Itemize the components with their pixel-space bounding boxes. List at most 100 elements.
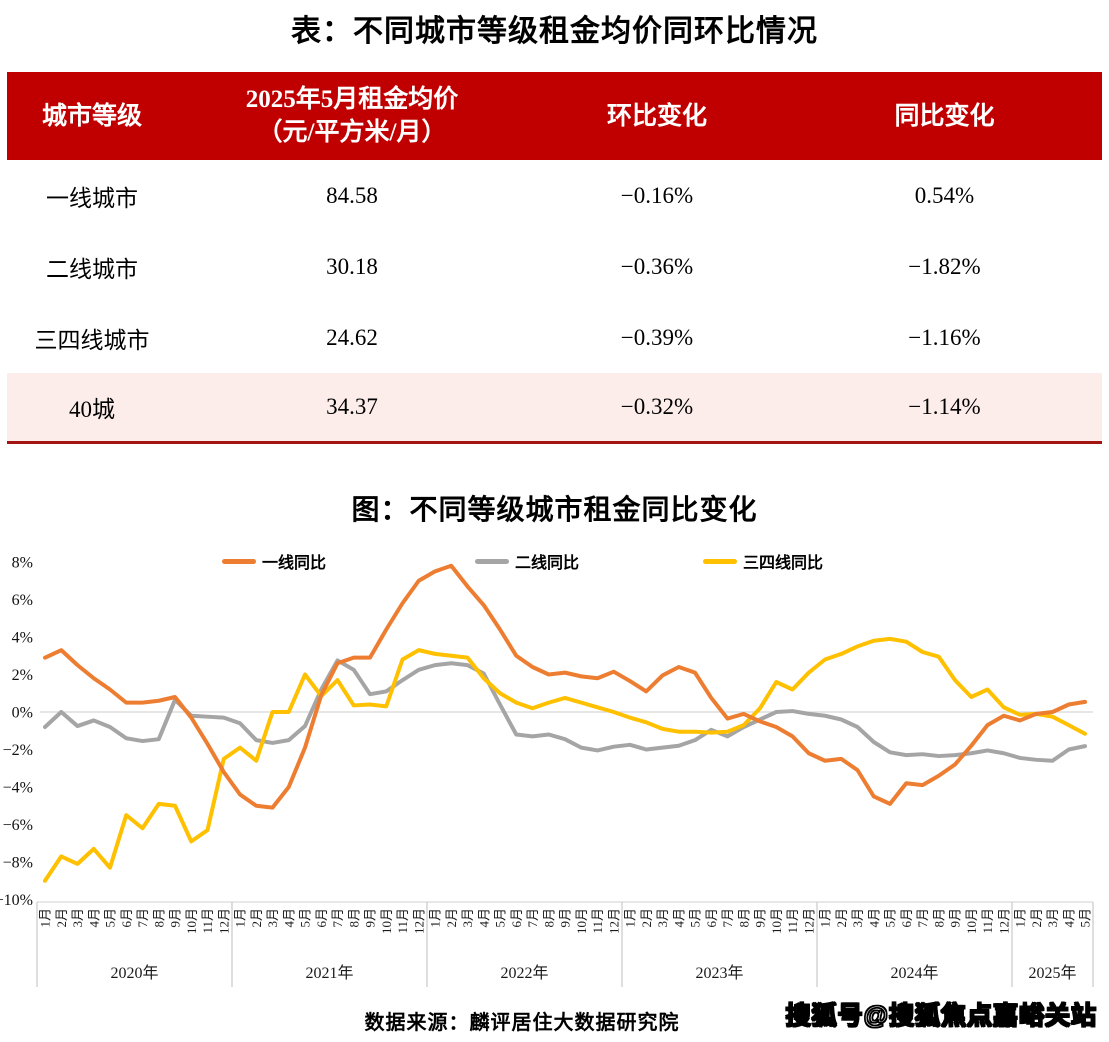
x-axis-month-label: 12月 — [606, 908, 621, 934]
cell-yoy-change: 0.54% — [914, 182, 975, 208]
cell-mom-change: −0.32% — [620, 394, 694, 419]
x-axis-month-label: 5月 — [688, 908, 703, 928]
table-row: 二线城市 30.18 −0.36% −1.82% — [7, 231, 1102, 302]
x-axis-month-label: 10月 — [964, 908, 979, 934]
cell-avg-rent: 30.18 — [326, 253, 378, 279]
x-axis-month-label: 3月 — [850, 908, 865, 928]
x-axis-year-label: 2021年 — [305, 964, 353, 982]
header-mom-change-label: 环比变化 — [606, 102, 707, 130]
table-header-row: 城市等级 2025年5月租金均价 （元/平方米/月） 环比变化 同比变化 — [7, 72, 1102, 160]
x-axis-month-label: 7月 — [330, 908, 345, 928]
x-axis-month-label: 4月 — [671, 908, 686, 928]
x-axis-month-label: 4月 — [86, 908, 101, 928]
cell-avg-rent: 24.62 — [326, 324, 378, 350]
x-axis-month-label: 12月 — [801, 908, 816, 934]
x-axis-month-label: 6月 — [899, 908, 914, 928]
x-axis-month-label: 12月 — [216, 908, 231, 934]
x-axis-month-label: 4月 — [281, 908, 296, 928]
x-axis-month-label: 2月 — [444, 908, 459, 928]
x-axis-month-label: 1月 — [233, 908, 248, 928]
x-axis-month-label: 5月 — [883, 908, 898, 928]
watermark: 搜狐号@搜狐焦点嘉峪关站 — [785, 1001, 1097, 1030]
x-axis-month-label: 7月 — [915, 908, 930, 928]
x-axis-month-label: 2月 — [249, 908, 264, 928]
x-axis-month-label: 4月 — [1061, 908, 1076, 928]
header-city-tier-label: 城市等级 — [41, 102, 142, 130]
x-axis-month-label: 6月 — [704, 908, 719, 928]
y-axis-tick-label: −6% — [3, 817, 33, 834]
data-source: 数据来源：麟评居住大数据研究院 — [364, 1012, 680, 1034]
yoy-line-chart: 8%6%4%2%0%−2%−4%−6%−8%−10%1月2月3月4月5月6月7月… — [0, 555, 1094, 987]
x-axis-month-label: 8月 — [151, 908, 166, 928]
cell-city-tier: 三四线城市 — [34, 327, 150, 353]
x-axis-month-label: 9月 — [948, 908, 963, 928]
y-axis-tick-label: 0% — [12, 705, 33, 722]
x-axis-year-label: 2023年 — [695, 964, 743, 982]
x-axis-month-label: 3月 — [460, 908, 475, 928]
y-axis-tick-label: 6% — [12, 592, 33, 609]
tier1-line-swatch-icon — [222, 558, 256, 564]
x-axis-month-label: 1月 — [1013, 908, 1028, 928]
x-axis-month-label: 9月 — [753, 908, 768, 928]
tier34-line-swatch-icon — [703, 558, 737, 564]
header-avg-rent-line1: 2025年5月租金均价 — [245, 86, 459, 113]
x-axis-month-label: 1月 — [38, 908, 53, 928]
x-axis-year-label: 2024年 — [890, 964, 938, 982]
y-axis-tick-label: 2% — [12, 667, 33, 684]
x-axis-month-label: 2月 — [834, 908, 849, 928]
x-axis-month-label: 9月 — [363, 908, 378, 928]
x-axis-month-label: 7月 — [720, 908, 735, 928]
x-axis-month-label: 11月 — [590, 908, 605, 934]
cell-avg-rent: 34.37 — [326, 394, 378, 419]
x-axis-month-label: 10月 — [574, 908, 589, 934]
cell-mom-change: −0.36% — [620, 253, 694, 279]
x-axis-month-label: 2月 — [1029, 908, 1044, 928]
tier2-line-swatch-icon — [475, 558, 509, 564]
table-row: 一线城市 84.58 −0.16% 0.54% — [7, 160, 1102, 231]
cell-yoy-change: −1.16% — [908, 324, 981, 350]
x-axis-month-label: 9月 — [558, 908, 573, 928]
x-axis-month-label: 3月 — [655, 908, 670, 928]
x-axis-month-label: 5月 — [103, 908, 118, 928]
x-axis-month-label: 7月 — [525, 908, 540, 928]
series-line-1 — [43, 658, 1087, 763]
legend-label-tier2: 二线同比 — [515, 555, 580, 572]
cell-yoy-change: −1.14% — [908, 394, 981, 419]
x-axis-month-label: 10月 — [769, 908, 784, 934]
x-axis-month-label: 5月 — [493, 908, 508, 928]
table-row: 40城 34.37 −0.32% −1.14% — [7, 373, 1102, 444]
x-axis-month-label: 12月 — [996, 908, 1011, 934]
series-line-0 — [43, 563, 1087, 810]
x-axis-month-label: 11月 — [785, 908, 800, 934]
x-axis-month-label: 5月 — [298, 908, 313, 928]
x-axis-month-label: 12月 — [411, 908, 426, 934]
cell-avg-rent: 84.58 — [326, 182, 378, 208]
chart-title: 图：不同等级城市租金同比变化 — [351, 495, 758, 526]
x-axis-month-label: 8月 — [931, 908, 946, 928]
x-axis-month-label: 4月 — [476, 908, 491, 928]
y-axis-tick-label: −4% — [3, 780, 33, 797]
x-axis-month-label: 10月 — [379, 908, 394, 934]
header-yoy-change-label: 同比变化 — [894, 102, 995, 130]
y-axis-tick-label: −2% — [3, 742, 33, 759]
legend-item-tier34: 三四线同比 — [703, 550, 823, 572]
legend-item-tier1: 一线同比 — [222, 550, 326, 572]
y-axis-tick-label: −8% — [3, 855, 33, 872]
legend-label-tier1: 一线同比 — [262, 555, 327, 572]
cell-mom-change: −0.16% — [620, 182, 694, 208]
x-axis-month-label: 8月 — [346, 908, 361, 928]
y-axis-tick-label: 4% — [12, 630, 33, 647]
series-line-2 — [43, 636, 1087, 883]
x-axis-month-label: 1月 — [818, 908, 833, 928]
x-axis-month-label: 7月 — [135, 908, 150, 928]
table-row: 三四线城市 24.62 −0.39% −1.16% — [7, 302, 1102, 373]
x-axis-month-label: 2月 — [54, 908, 69, 928]
x-axis-month-label: 3月 — [1045, 908, 1060, 928]
x-axis-month-label: 4月 — [866, 908, 881, 928]
x-axis-month-label: 8月 — [541, 908, 556, 928]
x-axis-month-label: 1月 — [428, 908, 443, 928]
x-axis-month-label: 11月 — [395, 908, 410, 934]
x-axis-year-label: 2022年 — [500, 964, 548, 982]
legend-label-tier34: 三四线同比 — [743, 555, 824, 572]
